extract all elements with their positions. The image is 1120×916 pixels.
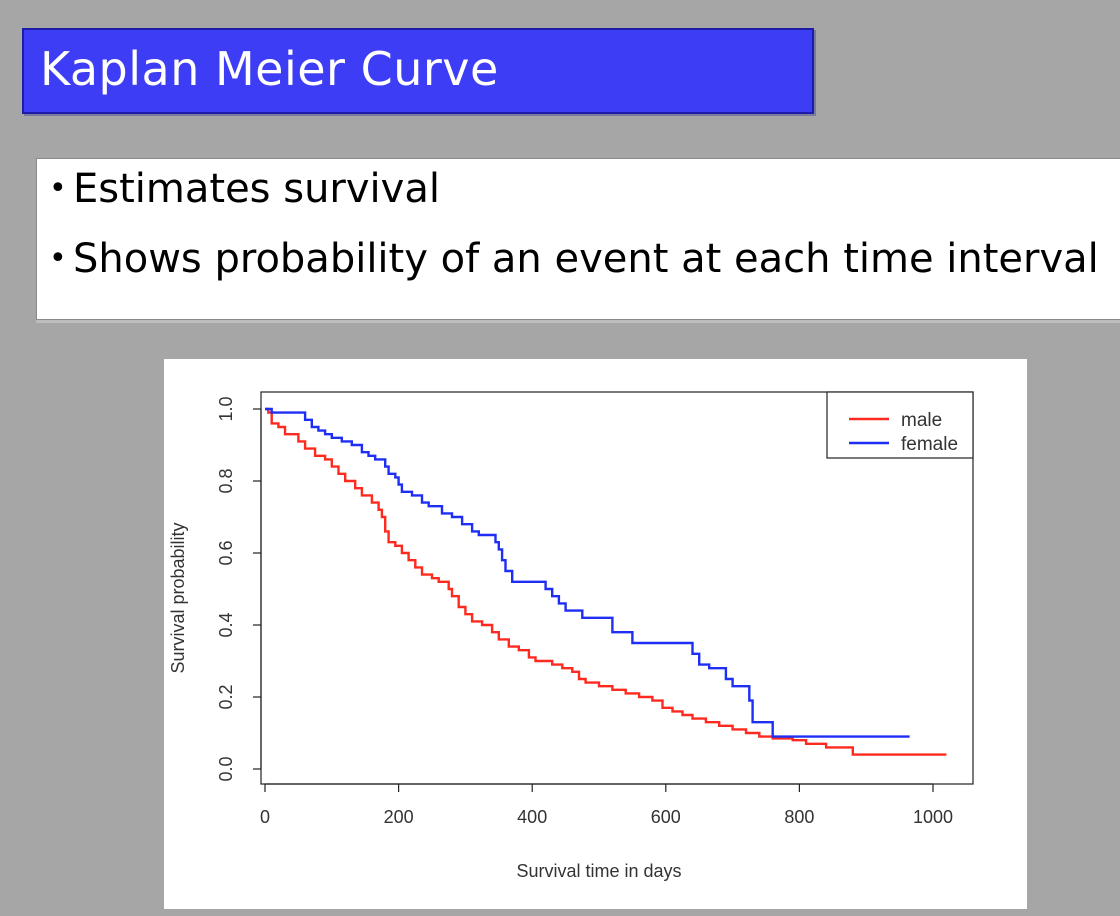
title-bar: Kaplan Meier Curve [22,28,814,114]
legend-label-male: male [901,410,942,431]
bullet-item-probability: • Shows probability of an event at each t… [49,235,1099,283]
kaplan-meier-chart: 0 200 400 600 800 1000 0.0 0.2 0.4 0.6 0.8 1.0 male… [168,391,974,881]
bullet-item-estimates: • Estimates survival [49,165,440,213]
legend-box [826,391,974,459]
chart-panel: 0 200 400 600 800 1000 0.0 0.2 0.4 0.6 0.8 1.0 male… [164,359,1027,909]
x-tick-label: 200 [384,807,414,827]
y-tick-label: 0.2 [216,684,236,709]
y-axis-label: Survival probability [168,522,188,673]
x-tick-label: 600 [651,807,681,827]
x-tick-label: 1000 [913,807,953,827]
x-axis-label: Survival time in days [516,861,681,881]
bullet-text: Shows probability of an event at each ti… [73,236,1099,282]
slide-title: Kaplan Meier Curve [40,42,499,96]
series-line-male [265,407,947,756]
axes-group: 0 200 400 600 800 1000 0.0 0.2 0.4 0.6 0.8 1.0 [216,396,953,827]
bullet-dot: • [49,241,67,276]
y-tick-label: 1.0 [216,396,236,421]
bullet-dot: • [49,171,67,206]
x-tick-label: 800 [784,807,814,827]
y-tick-label: 0.0 [216,756,236,781]
bullet-box: • Estimates survival • Shows probability o… [36,158,1120,320]
series-line-female [265,407,910,738]
legend-group: male female [826,391,974,459]
y-tick-label: 0.6 [216,540,236,565]
y-tick-label: 0.8 [216,468,236,493]
bullet-text: Estimates survival [73,166,440,212]
x-tick-label: 0 [260,807,270,827]
legend-label-female: female [901,434,958,455]
x-tick-label: 400 [517,807,547,827]
series-group [265,407,947,756]
y-tick-label: 0.4 [216,612,236,637]
